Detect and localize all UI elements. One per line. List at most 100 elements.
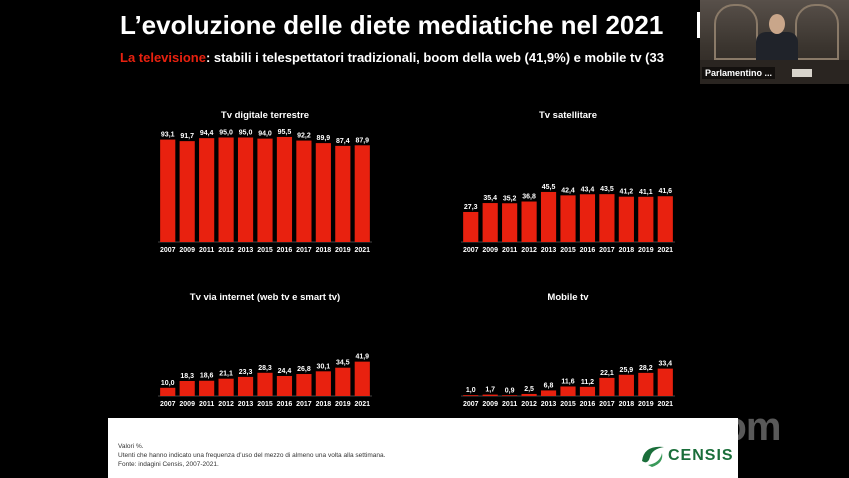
- chart-bar: [354, 361, 370, 396]
- bar-value-label: 94,0: [258, 131, 272, 138]
- chart-tv-via-internet: Tv via internet (web tv e smart tv) 10,0…: [150, 292, 380, 437]
- bar-value-label: 91,7: [180, 133, 194, 140]
- bar-value-label: 95,0: [239, 130, 253, 137]
- bar-value-label: 93,1: [161, 132, 175, 139]
- chart-title: Tv satellitare: [538, 110, 598, 121]
- chart-title: Tv digitale terrestre: [220, 110, 310, 121]
- video-speaker-head: [769, 14, 785, 34]
- bar-value-label: 25,9: [620, 367, 634, 374]
- chart-bar: [199, 138, 215, 242]
- chart-bar: [618, 374, 634, 396]
- x-tick-label: 2021: [657, 247, 673, 254]
- chart-svg: 27,3 2007 35,4 2009 35,2 2011 36,8 2012 45,5 2013…: [461, 184, 675, 254]
- chart-bar: [354, 145, 370, 242]
- slide-subtitle: La televisione: stabili i telespettatori…: [120, 50, 700, 68]
- x-tick-label: 2019: [638, 401, 654, 408]
- slide-title: L’evoluzione delle diete mediatiche nel …: [120, 10, 664, 40]
- chart-title: Tv via internet (web tv e smart tv): [189, 292, 341, 303]
- chart-bar: [335, 367, 351, 396]
- x-tick-label: 2016: [277, 247, 293, 254]
- x-tick-label: 2007: [463, 247, 479, 254]
- bar-value-label: 0,9: [505, 387, 515, 394]
- chart-bar: [179, 141, 195, 242]
- chart-bar: [463, 211, 479, 242]
- x-tick-label: 2015: [560, 401, 576, 408]
- bar-value-label: 35,2: [503, 195, 517, 202]
- x-tick-label: 2016: [580, 247, 596, 254]
- bar-value-label: 45,5: [542, 184, 556, 191]
- x-tick-label: 2019: [335, 247, 351, 254]
- x-tick-label: 2009: [482, 247, 498, 254]
- x-tick-label: 2018: [619, 401, 635, 408]
- chart-bar: [540, 390, 557, 396]
- chart-bar: [560, 386, 576, 396]
- x-tick-label: 2009: [179, 247, 195, 254]
- bar-value-label: 2,5: [524, 386, 534, 393]
- bar-value-label: 28,3: [258, 365, 272, 372]
- x-tick-label: 2011: [502, 247, 517, 254]
- x-tick-label: 2013: [238, 247, 254, 254]
- x-tick-label: 2009: [482, 401, 498, 408]
- bar-value-label: 18,6: [200, 373, 214, 380]
- chart-bar: [315, 371, 331, 396]
- x-tick-label: 2007: [160, 401, 176, 408]
- slide-footer: Valori %. Utenti che hanno indicato una …: [108, 418, 738, 478]
- bar-value-label: 27,3: [464, 204, 478, 211]
- chart-bar: [315, 143, 331, 242]
- bar-value-label: 11,2: [581, 379, 594, 386]
- x-tick-label: 2011: [199, 247, 214, 254]
- chart-tv-digitale-terrestre: Tv digitale terrestre 93,1 2007 91,7 2009 94…: [150, 110, 380, 255]
- chart-bar: [657, 368, 673, 396]
- chart-bar: [199, 380, 215, 396]
- bar-value-label: 23,3: [239, 369, 253, 376]
- bar-value-label: 1,0: [466, 387, 476, 394]
- chart-svg: 10,0 2007 18,3 2009 18,6 2011 21,1 2012 23,3 2013…: [158, 354, 372, 408]
- bar-value-label: 28,2: [639, 365, 653, 372]
- bar-value-label: 11,6: [561, 378, 574, 385]
- x-tick-label: 2012: [218, 401, 234, 408]
- x-tick-label: 2019: [638, 247, 654, 254]
- bar-value-label: 87,9: [355, 137, 369, 144]
- chart-bar: [276, 136, 293, 242]
- chart-bar: [579, 386, 596, 396]
- chart-bar: [521, 393, 537, 396]
- chart-bar: [257, 138, 273, 242]
- x-tick-label: 2012: [521, 247, 537, 254]
- bar-value-label: 10,0: [161, 380, 175, 387]
- x-tick-label: 2021: [354, 247, 370, 254]
- chart-bar: [237, 137, 254, 242]
- bar-value-label: 94,4: [200, 130, 214, 137]
- x-tick-label: 2015: [257, 247, 273, 254]
- bar-value-label: 41,6: [658, 188, 672, 195]
- chart-bar: [638, 372, 654, 396]
- chart-bar: [218, 137, 234, 242]
- bar-value-label: 41,2: [620, 189, 634, 196]
- x-tick-label: 2012: [521, 401, 537, 408]
- chart-bar: [296, 140, 312, 242]
- x-tick-label: 2018: [316, 247, 332, 254]
- chart-bar: [638, 196, 654, 242]
- bar-value-label: 34,5: [336, 360, 350, 367]
- censis-logo-text: CENSIS: [668, 447, 734, 464]
- x-tick-label: 2013: [238, 401, 254, 408]
- bar-value-label: 92,2: [297, 133, 311, 140]
- chart-bar: [179, 380, 195, 396]
- bar-value-label: 30,1: [317, 363, 331, 370]
- x-tick-label: 2019: [335, 401, 351, 408]
- x-tick-label: 2017: [296, 401, 312, 408]
- x-tick-label: 2013: [541, 247, 557, 254]
- chart-bar: [257, 372, 273, 396]
- bar-value-label: 26,8: [297, 366, 311, 373]
- chart-bar: [160, 139, 176, 242]
- chart-bar: [599, 194, 615, 242]
- chart-bar: [540, 191, 557, 242]
- chart-bar: [237, 376, 254, 396]
- zoom-watermark: zoom: [680, 405, 781, 449]
- footer-note-values: Valori %.: [118, 443, 144, 450]
- bar-value-label: 43,4: [581, 186, 595, 193]
- video-arch-right: [795, 4, 839, 60]
- x-tick-label: 2017: [599, 247, 615, 254]
- chart-mobile-tv: Mobile tv 1,0 2007 1,7 2009 0,9 2011 2,5 2012 6,…: [453, 292, 683, 437]
- chart-svg: 1,0 2007 1,7 2009 0,9 2011 2,5 2012 6,8 2013 11,6 2…: [461, 361, 675, 408]
- x-tick-label: 2012: [218, 247, 234, 254]
